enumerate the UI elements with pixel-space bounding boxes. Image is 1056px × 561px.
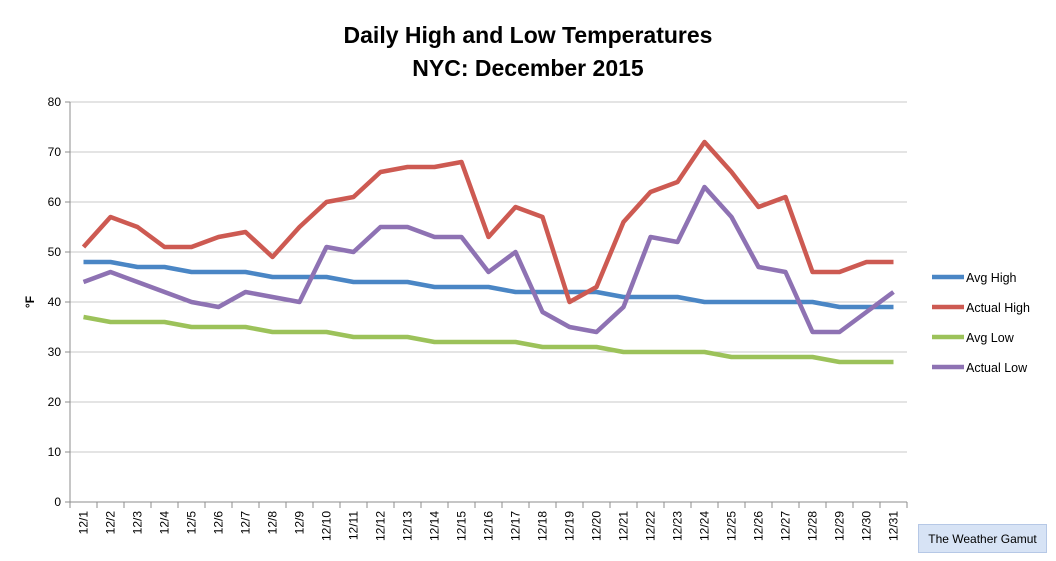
x-tick-label: 12/17 [509,511,523,541]
x-tick-label: 12/16 [482,511,496,541]
y-tick-label: 50 [48,245,62,259]
x-tick-label: 12/30 [860,511,874,541]
watermark-badge: The Weather Gamut [918,524,1047,553]
x-tick-label: 12/2 [104,511,118,535]
x-tick-label: 12/25 [725,511,739,541]
x-tick-label: 12/20 [590,511,604,541]
x-tick-label: 12/15 [455,511,469,541]
legend-label: Actual High [966,301,1030,315]
x-tick-label: 12/12 [374,511,388,541]
y-tick-label: 0 [54,495,61,509]
y-tick-label: 80 [48,95,62,109]
x-tick-label: 12/19 [563,511,577,541]
y-tick-label: 10 [48,445,62,459]
y-tick-label: 70 [48,145,62,159]
x-tick-label: 12/6 [212,511,226,535]
x-tick-label: 12/26 [752,511,766,541]
x-tick-label: 12/24 [698,511,712,541]
x-tick-label: 12/8 [266,511,280,535]
x-tick-label: 12/22 [644,511,658,541]
x-tick-label: 12/29 [833,511,847,541]
legend-label: Avg High [966,271,1017,285]
x-tick-label: 12/18 [536,511,550,541]
x-tick-label: 12/13 [401,511,415,541]
y-tick-label: 40 [48,295,62,309]
x-tick-label: 12/11 [347,511,361,540]
y-tick-label: 30 [48,345,62,359]
x-tick-label: 12/7 [239,511,253,535]
x-tick-label: 12/27 [779,511,793,541]
x-tick-label: 12/21 [617,511,631,541]
x-tick-label: 12/4 [158,511,172,535]
series-line-avg-low [83,314,894,365]
x-tick-label: 12/5 [185,511,199,535]
x-tick-label: 12/1 [77,511,91,535]
y-tick-label: 20 [48,395,62,409]
x-tick-label: 12/23 [671,511,685,541]
series-line-actual-high [81,139,894,305]
x-tick-label: 12/3 [131,511,145,535]
x-tick-label: 12/31 [887,511,901,541]
series-line-actual-low [82,184,895,335]
series-line-avg-high [83,259,894,310]
series [81,139,895,365]
chart-title-line-2: NYC: December 2015 [412,55,644,81]
legend-label: Avg Low [966,331,1015,345]
x-tick-label: 12/14 [428,511,442,541]
legend: Avg High Actual High Avg Low Actual Low [932,271,1030,375]
x-tick-label: 12/28 [806,511,820,541]
y-axis-label: °F [23,296,37,308]
axes: 0 10 20 30 40 50 60 70 80 12/1 12/2 12/3 12/4 12/5 12/… [48,95,908,541]
x-tick-label: 12/10 [320,511,334,541]
x-tick-label: 12/9 [293,511,307,535]
legend-label: Actual Low [966,361,1028,375]
chart-title-line-1: Daily High and Low Temperatures [344,22,713,48]
grid [70,101,907,453]
y-tick-label: 60 [48,195,62,209]
